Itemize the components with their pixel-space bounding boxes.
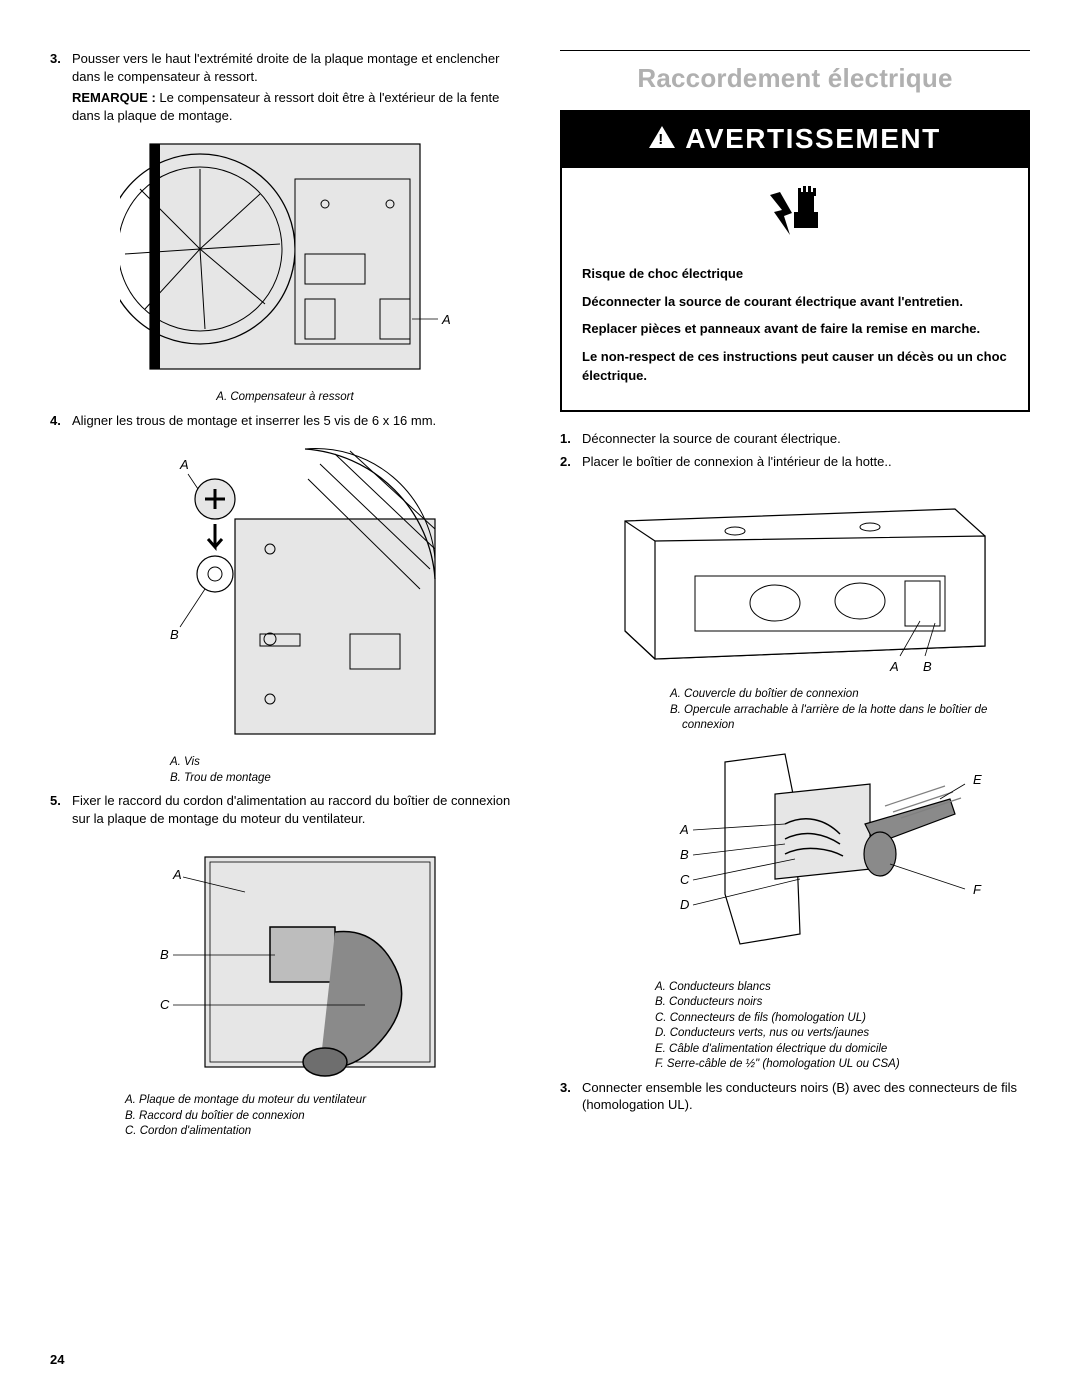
fig3-label-c: C [160,997,170,1012]
right-step-2-text: Placer le boîtier de connexion à l'intér… [582,454,892,469]
fig5-caption-a: A. Conducteurs blancs [655,980,1030,996]
fig2-caption: A. Vis B. Trou de montage [50,755,520,786]
fig5-label-e: E [973,772,982,787]
step-4: 4. Aligner les trous de montage et inser… [50,412,520,430]
hood-illustration: A B [585,481,1005,681]
right-step-1: 1. Déconnecter la source de courant élec… [560,430,1030,448]
right-column: Raccordement électrique AVERTISSEMENT Ri… [560,50,1030,1146]
two-column-layout: 3. Pousser vers le haut l'extrémité droi… [50,50,1030,1146]
fig1-caption: A. Compensateur à ressort [50,390,520,406]
warning-icon-row [562,168,1028,263]
warning-triangle-icon [649,126,675,148]
warning-line-1: Risque de choc électrique [582,264,1008,284]
fig3-label-b: B [160,947,169,962]
warning-line-3: Replacer pièces et panneaux avant de fai… [582,319,1008,339]
step-3-number: 3. [50,50,72,124]
warning-title: AVERTISSEMENT [685,120,940,158]
fig3-caption-a: A. Plaque de montage du moteur du ventil… [125,1093,520,1109]
electric-shock-icon [760,180,830,250]
warning-box: AVERTISSEMENT Risque de choc électrique … [560,110,1030,412]
fig4-caption: A. Couvercle du boîtier de connexion B. … [560,687,1030,734]
fig5-caption-b: B. Conducteurs noirs [655,995,1030,1011]
fig3-label-a: A [172,867,182,882]
power-cord-illustration: A B C [115,837,455,1087]
fig2-label-b: B [170,627,179,642]
right-step-2-num: 2. [560,453,582,471]
fig3-caption-b: B. Raccord du boîtier de connexion [125,1109,520,1125]
fig5-label-a: A [679,822,689,837]
fig5-caption-d: D. Conducteurs verts, nus ou verts/jaune… [655,1026,1030,1042]
right-step-3-num: 3. [560,1079,582,1114]
step-4-text: Aligner les trous de montage et inserrer… [72,413,436,428]
fig3-caption-c: C. Cordon d'alimentation [125,1124,520,1140]
fig4-caption-b: B. Opercule arrachable à l'arrière de la… [670,703,1030,734]
left-instruction-list: 3. Pousser vers le haut l'extrémité droi… [50,50,520,124]
step-3-remarque: REMARQUE : Le compensateur à ressort doi… [72,89,520,124]
warning-line-2: Déconnecter la source de courant électri… [582,292,1008,312]
step-3-body: Pousser vers le haut l'extrémité droite … [72,50,520,124]
fig1-label-a: A [441,312,450,327]
right-list-3: 3. Connecter ensemble les conducteurs no… [560,1079,1030,1114]
right-instruction-list: 1. Déconnecter la source de courant élec… [560,430,1030,471]
right-step-3-text: Connecter ensemble les conducteurs noirs… [582,1080,1017,1113]
fig4-label-b: B [923,659,932,674]
fig5-caption-e: E. Câble d'alimentation électrique du do… [655,1042,1030,1058]
figure-power-cord: A B C A. Plaque de montage du moteur du … [50,837,520,1140]
fig2-caption-b: B. Trou de montage [170,771,520,787]
figure-screw-mounting: A B A. Vis B. Trou de montage [50,439,520,786]
right-step-2: 2. Placer le boîtier de connexion à l'in… [560,453,1030,471]
section-title: Raccordement électrique [560,61,1030,96]
fig5-caption-c: C. Connecteurs de fils (homologation UL) [655,1011,1030,1027]
figure-chassis-spring: A A. Compensateur à ressort [50,134,520,406]
fig5-label-c: C [680,872,690,887]
step-4-body: Aligner les trous de montage et inserrer… [72,412,520,430]
fig5-caption: A. Conducteurs blancs B. Conducteurs noi… [560,980,1030,1073]
warning-text: Risque de choc électrique Déconnecter la… [562,262,1028,410]
fig2-caption-a: A. Vis [170,755,520,771]
wiring-illustration: E F A B C D [585,744,1005,974]
right-step-3: 3. Connecter ensemble les conducteurs no… [560,1079,1030,1114]
figure-hood-box: A B A. Couvercle du boîtier de connexion… [560,481,1030,734]
screw-mounting-illustration: A B [120,439,450,749]
right-step-1-num: 1. [560,430,582,448]
step-5-body: Fixer le raccord du cordon d'alimentatio… [72,792,520,827]
page-number: 24 [50,1351,64,1369]
left-column: 3. Pousser vers le haut l'extrémité droi… [50,50,520,1146]
step-5: 5. Fixer le raccord du cordon d'alimenta… [50,792,520,827]
left-list-4: 4. Aligner les trous de montage et inser… [50,412,520,430]
section-rule [560,50,1030,51]
fig3-caption: A. Plaque de montage du moteur du ventil… [50,1093,520,1140]
fig5-caption-f: F. Serre-câble de ½" (homologation UL ou… [655,1057,1030,1073]
fig5-label-d: D [680,897,689,912]
step-5-number: 5. [50,792,72,827]
fig4-label-a: A [889,659,899,674]
figure-wiring: E F A B C D A. Conducteurs blancs B. Con… [560,744,1030,1073]
remarque-label: REMARQUE : [72,90,156,105]
left-list-5: 5. Fixer le raccord du cordon d'alimenta… [50,792,520,827]
step-3: 3. Pousser vers le haut l'extrémité droi… [50,50,520,124]
fig5-label-b: B [680,847,689,862]
step-5-text: Fixer le raccord du cordon d'alimentatio… [72,793,510,826]
warning-line-4: Le non-respect de ces instructions peut … [582,347,1008,386]
fig2-label-a: A [179,457,189,472]
fig5-label-f: F [973,882,982,897]
right-step-1-text: Déconnecter la source de courant électri… [582,431,841,446]
fig4-caption-a: A. Couvercle du boîtier de connexion [670,687,1030,703]
step-3-text: Pousser vers le haut l'extrémité droite … [72,51,499,84]
step-4-number: 4. [50,412,72,430]
fan-chassis-illustration: A [120,134,450,384]
warning-header: AVERTISSEMENT [562,112,1028,168]
